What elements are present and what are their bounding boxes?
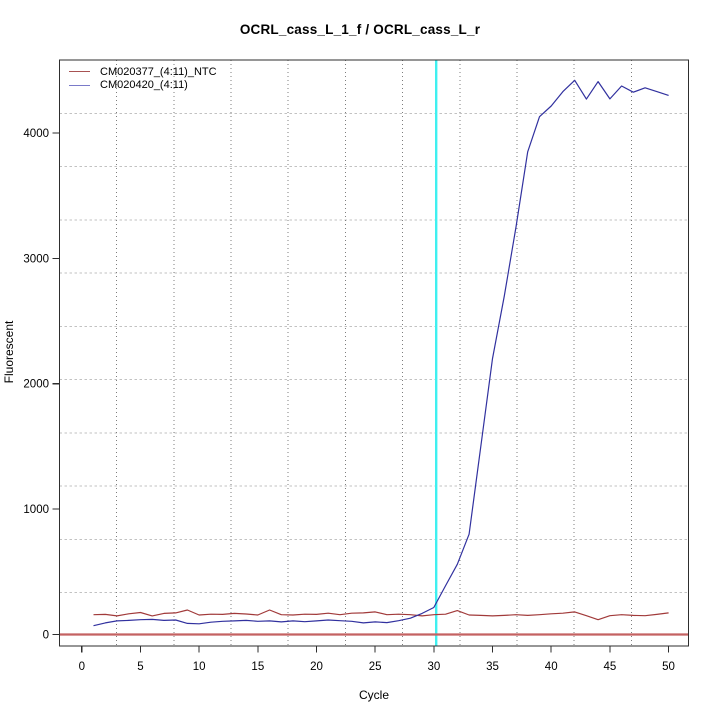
legend-line-ntc-icon — [69, 71, 90, 73]
y-tick-label: 1000 — [23, 504, 49, 516]
legend-line-sample-icon — [69, 84, 90, 86]
y-tick-label: 2000 — [23, 379, 49, 391]
plot-border — [58, 59, 690, 647]
legend-item-ntc: CM020377_(4:11)_NTC — [69, 65, 217, 79]
y-tick-label: 3000 — [23, 253, 49, 265]
series-line-sample — [93, 79, 669, 627]
chart-title: OCRL_cass_L_1_f / OCRL_cass_L_r — [239, 22, 481, 37]
y-axis-title: Fluorescent — [2, 320, 16, 384]
legend-label-sample: CM020420_(4:11) — [100, 79, 188, 92]
y-tick-label: 0 — [43, 629, 49, 641]
x-tick-label: 35 — [486, 661, 499, 673]
y-tick-label: 4000 — [23, 128, 49, 140]
x-axis-title: Cycle — [358, 688, 389, 702]
legend-item-sample: CM020420_(4:11) — [69, 79, 217, 93]
x-tick-label: 10 — [193, 661, 206, 673]
x-tick-label: 40 — [545, 661, 558, 673]
x-tick-label: 30 — [427, 661, 440, 673]
x-tick-label: 50 — [662, 661, 675, 673]
x-tick-label: 0 — [79, 661, 85, 673]
x-tick-label: 5 — [137, 661, 143, 673]
series-line-ntc — [93, 609, 669, 621]
legend-label-ntc: CM020377_(4:11)_NTC — [100, 65, 217, 78]
x-tick-label: 25 — [369, 661, 382, 673]
x-tick-label: 20 — [310, 661, 323, 673]
x-tick-label: 45 — [603, 661, 616, 673]
legend: CM020377_(4:11)_NTC CM020420_(4:11) — [69, 65, 217, 92]
x-tick-label: 15 — [251, 661, 264, 673]
